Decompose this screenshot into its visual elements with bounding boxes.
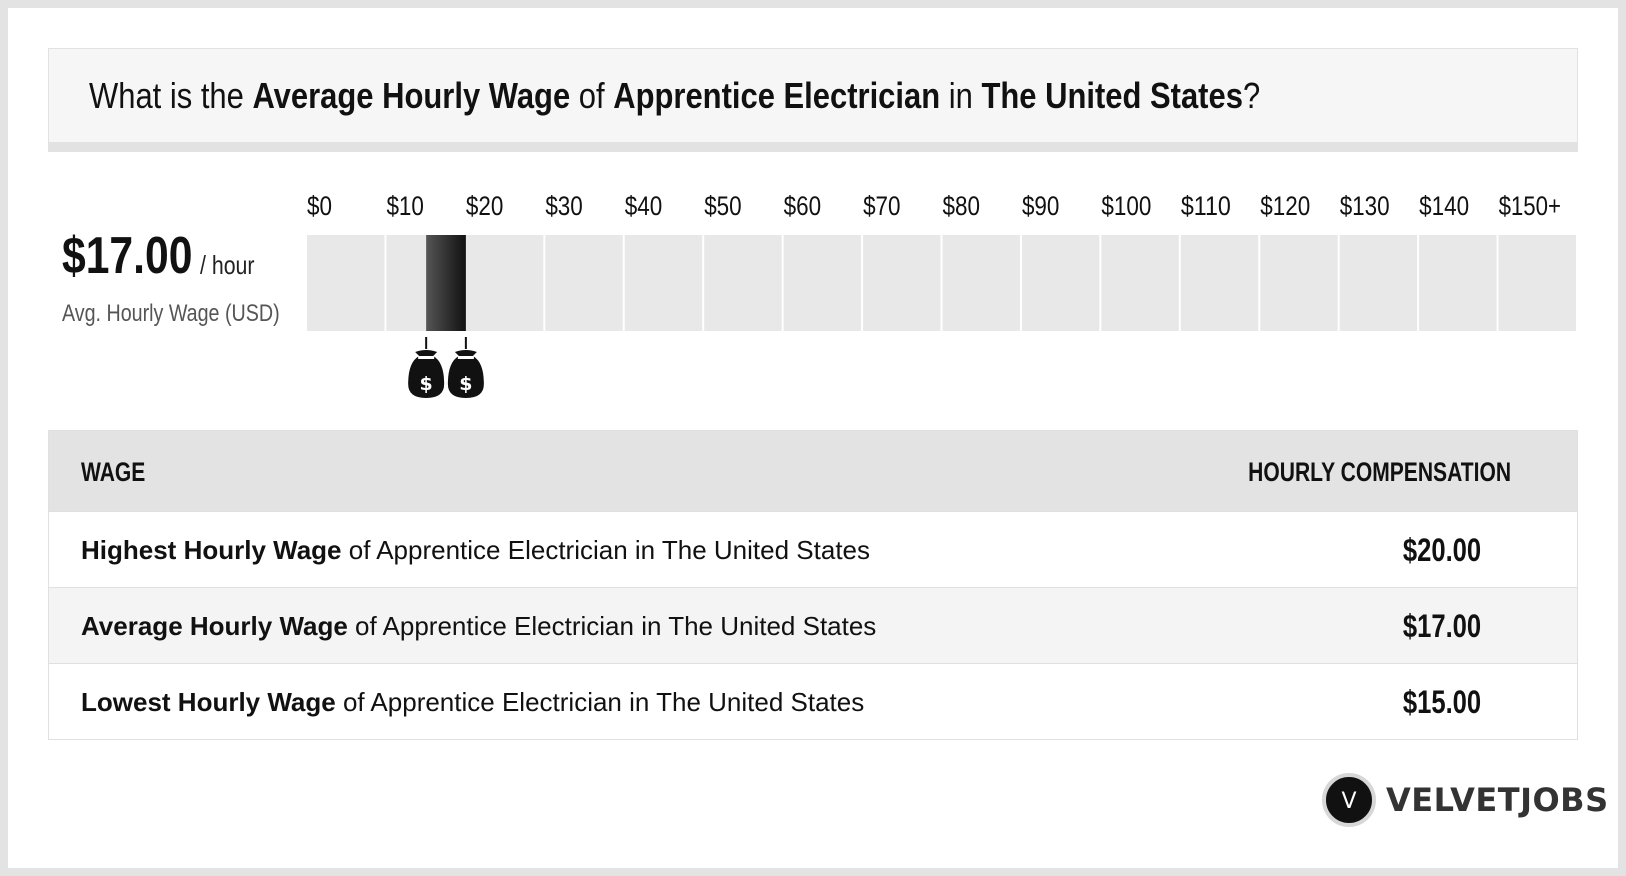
track-cell [863,235,941,331]
title-location: The United States [981,75,1243,116]
money-bag-tie [418,356,435,359]
x-tick-label: $100 [1101,191,1151,221]
x-tick-label: $110 [1181,191,1231,221]
track-cell [942,235,1020,331]
velvetjobs-logo: V VELVETJOBS [1322,772,1609,828]
title-of: of [570,75,614,116]
x-tick-label: $150+ [1499,191,1562,221]
title-prefix: What is the [89,75,253,116]
row-value: $15.00 [1402,684,1482,720]
row-description: Average Hourly Wage of Apprentice Electr… [81,611,876,642]
track-cell [1180,235,1259,331]
brand-name: VELVETJOBS [1386,781,1609,819]
brand-circle-icon: V [1322,773,1376,827]
title-metric: Average Hourly Wage [252,75,571,116]
track-cell [1101,235,1179,331]
row-description: Lowest Hourly Wage of Apprentice Electri… [81,687,864,718]
row-label-bold: Highest Hourly Wage [81,535,342,565]
row-description: Highest Hourly Wage of Apprentice Electr… [81,535,870,566]
money-bag-symbol: $ [459,373,472,395]
title-job: Apprentice Electrician [613,75,941,116]
x-tick-label: $130 [1340,191,1390,221]
x-tick-label: $60 [784,191,822,221]
row-label-rest: of Apprentice Electrician in The United … [335,687,865,717]
row-label-rest: of Apprentice Electrician in The United … [341,535,870,565]
x-tick-label: $50 [704,191,742,221]
money-bag-icon: $ [408,337,445,398]
track-cell [1498,235,1576,331]
money-bag-tie [457,356,474,359]
x-tick-label: $120 [1260,191,1310,221]
row-label-bold: Lowest Hourly Wage [81,687,336,717]
money-bag-shape [408,350,445,398]
page-title: What is the Average Hourly Wage of Appre… [89,75,1260,117]
track-cell [1339,235,1418,331]
brand-icon-letter: V [1341,789,1357,814]
x-tick-label: $30 [545,191,583,221]
table-header: WAGE HOURLY COMPENSATION [49,431,1577,511]
x-tick-label: $70 [863,191,901,221]
track-cell [1021,235,1100,331]
track-cell [307,235,385,331]
x-tick-label: $140 [1419,191,1469,221]
x-tick-label: $90 [1022,191,1060,221]
row-label-rest: of Apprentice Electrician in The United … [347,611,877,641]
row-label-bold: Average Hourly Wage [81,611,348,641]
track-cell [704,235,782,331]
table-row-highest: Highest Hourly Wage of Apprentice Electr… [49,511,1577,587]
title-banner: What is the Average Hourly Wage of Appre… [48,48,1578,152]
money-bag-icon: $ [447,337,484,398]
track-cell [545,235,623,331]
track-cell [783,235,862,331]
wage-table: WAGE HOURLY COMPENSATION Highest Hourly … [48,430,1578,740]
column-header-hourly-compensation: HOURLY COMPENSATION [1248,457,1511,487]
row-value: $17.00 [1402,608,1482,644]
x-tick-label: $0 [307,191,332,221]
track-cell [465,235,544,331]
average-wage-label: Avg. Hourly Wage (USD) [62,300,280,327]
wage-range-chart: $0 $10 $20 $30 $40 $50 $60 $70 $80 $90 $100 $110 $12… [307,191,1576,398]
title-suffix: ? [1242,75,1261,116]
x-tick-label: $40 [625,191,663,221]
title-in: in [940,75,982,116]
x-tick-label: $20 [466,191,504,221]
track-cell [1260,235,1338,331]
table-row-average: Average Hourly Wage of Apprentice Electr… [49,587,1577,663]
column-header-wage: WAGE [81,457,146,487]
money-bag-shape [447,350,484,398]
table-row-lowest: Lowest Hourly Wage of Apprentice Electri… [49,663,1577,739]
x-tick-label: $80 [943,191,981,221]
wage-range-bar [426,235,466,331]
track-cell [1419,235,1497,331]
row-value: $20.00 [1402,532,1482,568]
track-cell [624,235,703,331]
average-wage-value: $17.00 [62,227,193,285]
average-wage-unit: / hour [200,250,255,280]
x-tick-label: $10 [386,191,424,221]
money-bag-symbol: $ [420,373,433,395]
